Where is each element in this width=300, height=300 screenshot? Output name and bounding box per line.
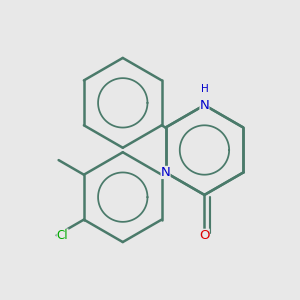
- Text: N: N: [161, 166, 170, 179]
- Text: O: O: [199, 229, 210, 242]
- Text: Cl: Cl: [57, 229, 68, 242]
- Text: H: H: [201, 84, 208, 94]
- Text: N: N: [200, 99, 209, 112]
